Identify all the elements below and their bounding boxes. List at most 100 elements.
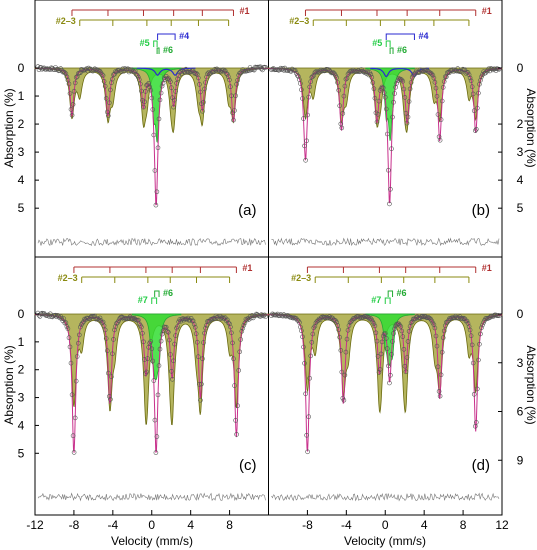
data-point [391,100,396,105]
y-tick-label: 2 [517,117,524,131]
data-point [465,321,471,326]
site-label: #6 [163,45,173,55]
doublet-bracket [389,47,394,54]
site-label: #2–3 [289,16,309,26]
data-point [309,339,315,345]
site-label: #5 [372,38,382,48]
data-point [463,71,469,76]
data-point [305,112,310,118]
data-point [340,111,346,116]
data-point [404,355,410,360]
x-tick-label: 0 [148,518,155,532]
data-point [489,66,495,72]
data-point [336,327,342,333]
data-point [370,80,376,85]
data-point [169,368,174,374]
data-point [166,329,171,335]
data-point [236,368,241,373]
data-point [173,89,178,94]
data-point [156,363,162,368]
data-point [479,325,484,331]
data-point [219,68,225,73]
data-point [149,346,155,352]
data-point [338,348,344,353]
data-point [439,98,445,104]
data-point [228,324,233,330]
data-point [337,334,343,340]
data-point [151,378,157,383]
data-point [476,90,481,96]
data-point [202,86,207,92]
data-point [110,76,115,82]
data-point [227,321,232,327]
data-point [285,68,291,73]
data-point [331,70,336,75]
data-point [136,74,141,80]
data-point [440,85,446,90]
data-point [429,71,435,77]
data-point [436,389,442,394]
data-point [397,322,403,328]
doublet-bracket [384,297,391,304]
data-point [168,79,173,85]
data-point [303,391,308,397]
panel-label: (c) [239,457,257,474]
data-point [402,95,408,100]
data-point [468,78,474,84]
y-tick-label: 3 [18,391,25,405]
data-point [122,66,128,71]
data-point [69,113,75,118]
doublet-bracket [387,290,394,297]
data-point [304,432,309,438]
data-point [339,125,345,131]
y-tick-label: 1 [18,89,25,103]
data-point [35,64,41,69]
data-point [154,189,160,195]
data-point [152,168,158,173]
data-point [58,314,64,319]
data-point [384,346,390,351]
data-point [63,71,69,76]
data-point [378,351,384,357]
data-point [199,381,204,387]
data-point [175,76,180,82]
data-point [103,336,109,341]
data-point [472,128,478,133]
data-point [70,102,76,107]
data-point [306,94,312,100]
data-point [159,83,165,89]
data-point [72,80,78,86]
site-label: #1 [242,263,252,273]
data-point [171,104,176,110]
residual-trace [271,492,500,502]
data-point [295,74,301,79]
data-point [392,91,397,96]
site-label: #1 [482,6,492,16]
y-tick-label: 4 [18,418,25,432]
data-point [76,340,81,346]
data-point [341,93,347,99]
data-point [249,313,255,318]
data-point [334,319,339,325]
y-axis-label-top-left: Absorption (%) [2,88,16,167]
data-point [239,328,245,334]
data-point [68,107,74,112]
x-tick-label: 4 [421,518,428,532]
data-point [171,358,176,364]
data-point [437,137,443,143]
data-point [391,331,396,336]
data-point [113,324,118,329]
doublet-component-fill [131,67,182,143]
data-point [65,326,71,331]
doublet-component-fill [365,313,415,367]
data-point [235,77,240,83]
data-point [205,71,210,76]
y-tick-label: 0 [18,307,25,321]
site-label: #7 [371,295,381,305]
data-point [432,80,438,85]
data-point [442,323,448,329]
data-point [444,319,450,325]
data-point [120,315,126,321]
data-point [350,67,356,73]
data-point [193,331,199,337]
